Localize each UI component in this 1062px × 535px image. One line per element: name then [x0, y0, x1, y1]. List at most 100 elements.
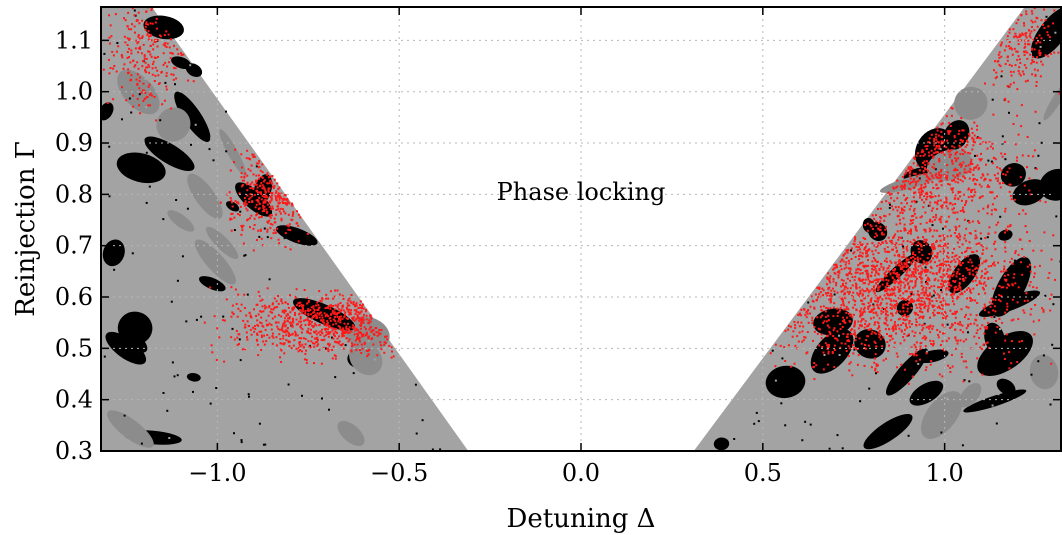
red-point: [294, 311, 296, 314]
red-point: [287, 341, 290, 344]
red-point: [896, 230, 899, 233]
red-point: [828, 326, 831, 329]
red-point: [794, 344, 797, 347]
red-point: [869, 224, 872, 227]
red-point: [951, 251, 954, 254]
red-point: [950, 114, 953, 117]
texture-speckle: [900, 249, 903, 251]
red-point: [896, 366, 899, 369]
red-point: [906, 269, 909, 272]
red-point: [824, 315, 827, 318]
red-point: [123, 35, 126, 38]
red-point: [986, 206, 989, 209]
red-point: [846, 287, 849, 290]
red-point: [826, 294, 829, 297]
red-point: [883, 322, 886, 324]
red-point: [960, 263, 963, 266]
red-point: [965, 139, 968, 142]
red-point: [948, 183, 951, 186]
red-point: [317, 343, 320, 346]
red-point: [974, 299, 977, 302]
red-point: [802, 339, 805, 342]
red-point: [897, 297, 900, 300]
red-point: [986, 271, 989, 273]
red-point: [941, 206, 944, 209]
red-point: [866, 335, 869, 338]
red-point: [328, 324, 331, 327]
red-point: [244, 323, 247, 326]
red-point: [999, 65, 1002, 68]
y-tick-label: 0.9: [55, 129, 93, 157]
red-point: [898, 273, 901, 276]
red-point: [1013, 47, 1016, 50]
red-point: [247, 218, 250, 221]
red-point: [261, 244, 264, 247]
red-point: [264, 201, 267, 204]
texture-speckle: [210, 137, 213, 140]
red-point: [836, 266, 838, 269]
red-point: [172, 66, 175, 69]
red-point: [953, 288, 956, 291]
red-point: [1024, 45, 1027, 48]
red-point: [248, 157, 250, 160]
red-point: [941, 136, 943, 139]
red-point: [909, 223, 912, 226]
red-point: [953, 136, 956, 139]
red-point: [1039, 75, 1042, 78]
red-point: [256, 334, 259, 336]
red-point: [919, 348, 922, 350]
red-point: [911, 167, 914, 170]
red-point: [329, 304, 332, 307]
texture-speckle: [892, 432, 895, 435]
red-point: [941, 323, 944, 326]
red-point: [300, 320, 303, 323]
red-point: [890, 192, 893, 195]
texture-speckle: [258, 235, 261, 238]
red-point: [897, 192, 900, 195]
red-point: [902, 322, 905, 325]
red-point: [278, 210, 281, 213]
red-point: [266, 334, 269, 336]
texture-blotch: [194, 239, 236, 285]
red-point: [975, 236, 978, 239]
red-point: [263, 179, 266, 182]
texture-speckle: [961, 444, 964, 447]
texture-speckle: [986, 236, 989, 239]
red-point: [877, 297, 880, 300]
red-point: [946, 207, 949, 210]
red-point: [903, 332, 906, 335]
red-point: [231, 205, 234, 208]
red-point: [938, 158, 941, 160]
red-point: [1034, 304, 1037, 306]
red-point: [891, 326, 894, 329]
red-point: [357, 316, 360, 319]
red-point: [250, 333, 253, 336]
red-point: [902, 297, 905, 300]
red-point: [897, 254, 900, 257]
red-point: [872, 316, 875, 319]
red-point: [897, 318, 900, 321]
red-point: [313, 342, 316, 345]
red-point: [136, 73, 139, 76]
red-point: [899, 287, 902, 290]
red-point: [270, 323, 273, 326]
red-point: [246, 320, 249, 323]
red-point: [1013, 36, 1016, 39]
red-point: [1033, 29, 1036, 32]
red-point: [950, 325, 953, 328]
red-point: [994, 310, 997, 313]
red-point: [1053, 51, 1056, 54]
red-point: [1002, 286, 1005, 289]
red-point: [905, 261, 908, 264]
red-point: [895, 264, 898, 267]
texture-blotch: [124, 331, 148, 353]
texture-speckle: [145, 267, 148, 270]
red-point: [369, 326, 372, 329]
red-point: [861, 255, 864, 258]
red-point: [819, 291, 822, 294]
red-point: [905, 245, 908, 248]
red-point: [150, 39, 153, 42]
red-point: [916, 175, 918, 178]
red-point: [827, 352, 830, 355]
red-point: [927, 325, 930, 328]
